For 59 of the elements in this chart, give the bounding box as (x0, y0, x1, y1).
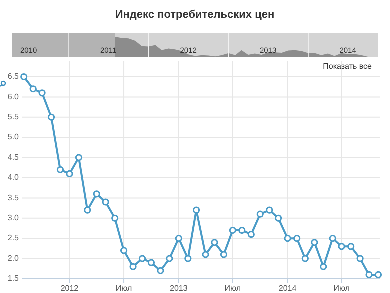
point (366, 271, 373, 279)
point (294, 235, 301, 242)
point (311, 239, 318, 246)
point (66, 170, 74, 178)
point (256, 210, 264, 218)
y-tick-label: 3.0 (8, 214, 20, 223)
point (130, 263, 137, 270)
y-tick-label: 4.5 (8, 152, 20, 162)
y-tick-label: 3.5 (8, 193, 20, 202)
point (138, 255, 146, 262)
y-tick-label: 5.0 (8, 132, 20, 142)
point (75, 154, 83, 162)
point (38, 90, 46, 97)
y-tick-label: 5.5 (8, 112, 20, 122)
point (356, 255, 364, 262)
point (338, 243, 346, 250)
y-tick-label: 2.0 (8, 254, 20, 263)
y-tick-label: 6.5 (8, 72, 20, 82)
point (56, 166, 64, 174)
point (266, 206, 274, 214)
y-tick-label: 6.0 (8, 92, 20, 102)
text: Показать все (323, 62, 373, 71)
point (374, 271, 382, 279)
point (30, 86, 37, 93)
x-tick-label: Июл (116, 284, 132, 293)
point (329, 235, 336, 242)
point (148, 259, 156, 266)
point (284, 235, 292, 242)
point (320, 263, 328, 270)
point (220, 251, 228, 258)
y-tick-label: 1.5 (8, 274, 20, 284)
point (275, 214, 282, 222)
point (93, 190, 100, 198)
point (175, 235, 182, 242)
y-tick-label: 2.5 (8, 234, 20, 243)
point (302, 255, 309, 262)
point (166, 255, 174, 262)
chart-title: Индекс потребительских цен (115, 9, 275, 21)
point (248, 231, 255, 238)
point (157, 267, 164, 274)
point (348, 243, 355, 250)
x-tick-label: 2012 (60, 284, 80, 293)
point (48, 114, 56, 121)
x-tick-label: 2013 (170, 284, 188, 293)
y-tick-label: 4.0 (8, 173, 20, 182)
point (102, 198, 110, 206)
x-tick-label: Июл (224, 284, 242, 293)
point (229, 226, 236, 234)
point (211, 239, 218, 246)
point (112, 214, 119, 222)
point (20, 73, 28, 81)
point (120, 247, 128, 254)
x-tick-label: Июл (334, 284, 350, 293)
point (202, 251, 210, 258)
point (192, 206, 200, 214)
x-tick-label: 2014 (278, 284, 298, 293)
point (184, 255, 192, 262)
point (238, 226, 246, 234)
point (84, 206, 92, 214)
